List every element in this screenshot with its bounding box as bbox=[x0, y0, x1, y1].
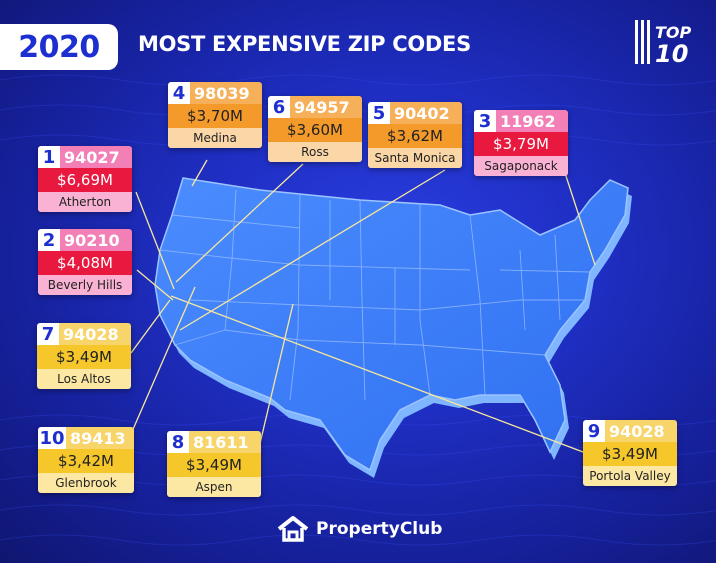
zip-label: 94028 bbox=[59, 323, 131, 345]
city-label: Beverly Hills bbox=[38, 275, 132, 295]
zip-card-4: 4 98039 $3,70M Medina bbox=[168, 82, 262, 148]
zip-card-6: 6 94957 $3,60M Ross bbox=[268, 96, 362, 162]
rank-label: 8 bbox=[167, 431, 189, 453]
price-label: $3,79M bbox=[474, 132, 568, 156]
price-label: $3,70M bbox=[168, 104, 262, 128]
city-label: Portola Valley bbox=[583, 466, 677, 486]
zip-label: 94028 bbox=[605, 420, 677, 442]
rank-label: 4 bbox=[168, 82, 190, 104]
price-label: $3,49M bbox=[583, 442, 677, 466]
zip-label: 94957 bbox=[290, 96, 362, 118]
rank-label: 3 bbox=[474, 110, 496, 132]
price-label: $3,49M bbox=[37, 345, 131, 369]
rank-label: 2 bbox=[38, 229, 60, 251]
price-label: $6,69M bbox=[38, 168, 132, 192]
year-label: 2020 bbox=[18, 29, 100, 65]
brand-name: PropertyClub bbox=[316, 519, 443, 539]
zip-card-2: 2 90210 $4,08M Beverly Hills bbox=[38, 229, 132, 295]
zip-card-10: 10 89413 $3,42M Glenbrook bbox=[38, 427, 134, 493]
top10-badge-icon: TOP 10 bbox=[635, 20, 692, 66]
price-label: $3,42M bbox=[38, 449, 134, 473]
zip-card-8: 8 81611 $3,49M Aspen bbox=[167, 431, 261, 497]
badge-top-text: TOP bbox=[655, 23, 692, 42]
rank-label: 9 bbox=[583, 420, 605, 442]
city-label: Medina bbox=[168, 128, 262, 148]
badge-num-text: 10 bbox=[655, 40, 688, 66]
rank-label: 6 bbox=[268, 96, 290, 118]
zip-label: 90210 bbox=[60, 229, 132, 251]
zip-label: 94027 bbox=[60, 146, 132, 168]
city-label: Aspen bbox=[167, 477, 261, 497]
city-label: Atherton bbox=[38, 192, 132, 212]
city-label: Los Altos bbox=[37, 369, 131, 389]
year-badge: 2020 bbox=[0, 24, 118, 70]
price-label: $3,49M bbox=[167, 453, 261, 477]
city-label: Sagaponack bbox=[474, 156, 568, 176]
price-label: $4,08M bbox=[38, 251, 132, 275]
zip-label: 98039 bbox=[190, 82, 262, 104]
zip-label: 89413 bbox=[66, 427, 134, 449]
zip-card-7: 7 94028 $3,49M Los Altos bbox=[37, 323, 131, 389]
page-title: MOST EXPENSIVE ZIP CODES bbox=[138, 32, 471, 56]
zip-card-5: 5 90402 $3,62M Santa Monica bbox=[368, 102, 462, 168]
zip-card-1: 1 94027 $6,69M Atherton bbox=[38, 146, 132, 212]
rank-label: 1 bbox=[38, 146, 60, 168]
brand-logo: PropertyClub bbox=[276, 515, 442, 543]
price-label: $3,60M bbox=[268, 118, 362, 142]
zip-label: 90402 bbox=[390, 102, 462, 124]
price-label: $3,62M bbox=[368, 124, 462, 148]
city-label: Santa Monica bbox=[368, 148, 462, 168]
city-label: Glenbrook bbox=[38, 473, 134, 493]
zip-label: 11962 bbox=[496, 110, 568, 132]
rank-label: 7 bbox=[37, 323, 59, 345]
rank-label: 10 bbox=[38, 427, 66, 449]
house-icon bbox=[277, 516, 309, 542]
rank-label: 5 bbox=[368, 102, 390, 124]
zip-card-9: 9 94028 $3,49M Portola Valley bbox=[583, 420, 677, 486]
zip-card-3: 3 11962 $3,79M Sagaponack bbox=[474, 110, 568, 176]
city-label: Ross bbox=[268, 142, 362, 162]
zip-label: 81611 bbox=[189, 431, 261, 453]
